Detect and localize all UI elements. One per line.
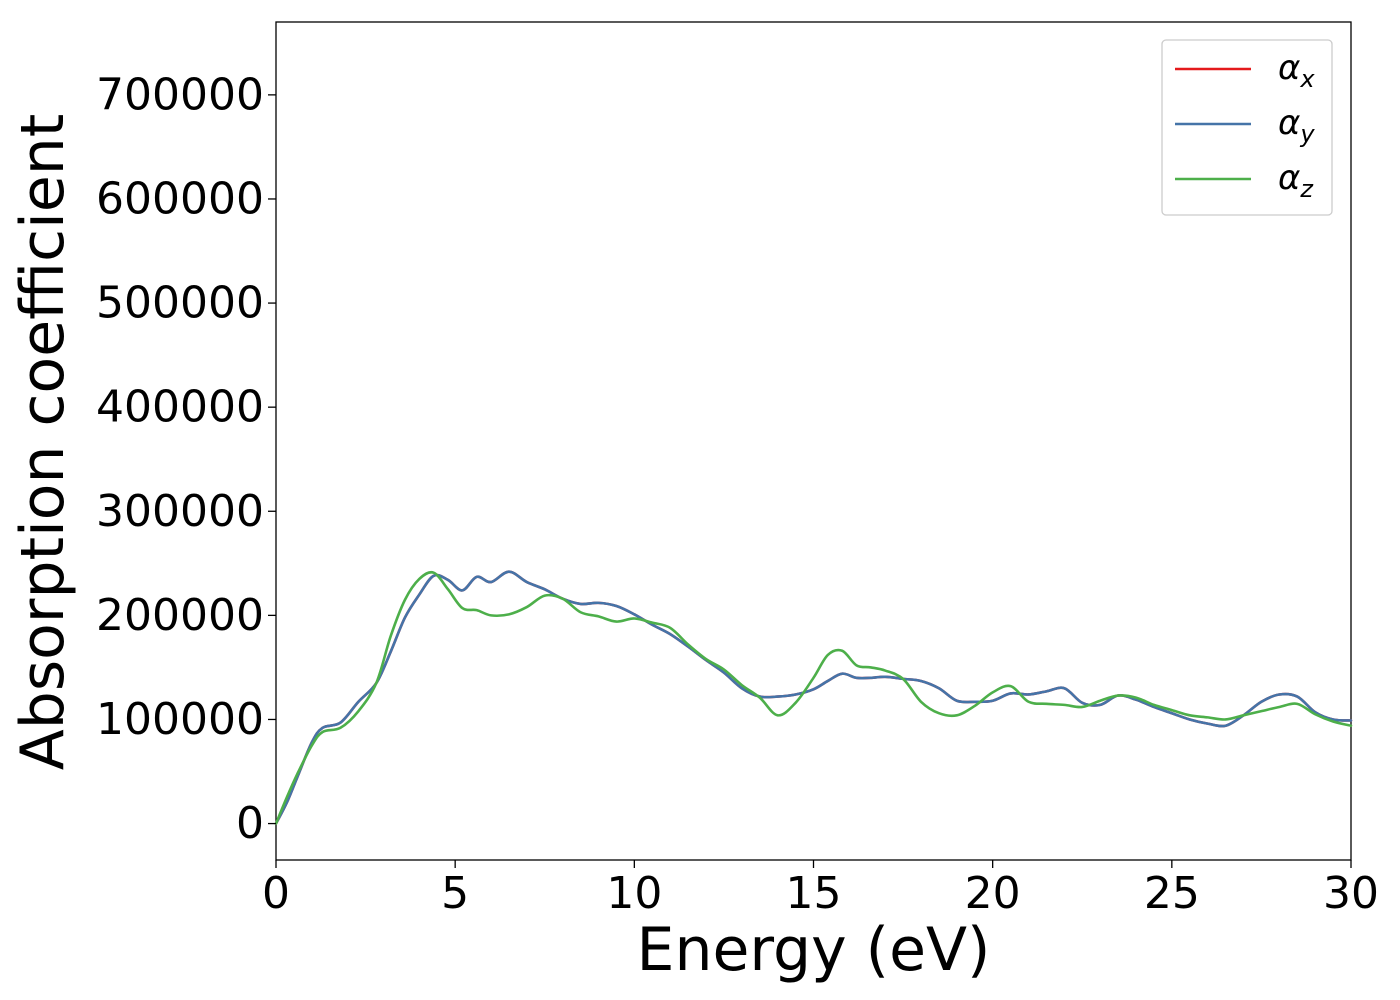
legend-label-z: αz [1278, 158, 1314, 203]
x-tick-label: 10 [606, 868, 662, 919]
legend-symbol: α [1278, 48, 1300, 88]
x-axis-ticks: 0 5 10 15 20 25 30 [262, 860, 1379, 919]
series-layer [274, 570, 1353, 825]
y-tick-label: 300000 [96, 486, 264, 537]
x-axis-title: Energy (eV) [637, 915, 991, 985]
y-axis-ticks: 0 100000 200000 300000 400000 500000 600000 700… [96, 69, 276, 849]
y-tick-label: 500000 [96, 278, 264, 329]
x-tick-label: 5 [441, 868, 469, 919]
legend-subscript: z [1299, 175, 1314, 203]
x-tick-label: 15 [786, 868, 842, 919]
x-tick-label: 0 [262, 868, 290, 919]
x-tick-label: 25 [1144, 868, 1200, 919]
legend-subscript: x [1299, 65, 1315, 93]
y-axis-title: Absorption coefficient [8, 114, 78, 771]
y-tick-label: 0 [236, 798, 264, 849]
legend-label-y: αy [1278, 103, 1315, 148]
y-tick-label: 100000 [96, 694, 264, 745]
series-line-y [274, 570, 1353, 825]
y-tick-label: 400000 [96, 382, 264, 433]
x-tick-label: 20 [965, 868, 1021, 919]
legend-symbol: α [1278, 158, 1300, 198]
series-line-z [274, 570, 1353, 825]
legend-label-x: αx [1278, 48, 1315, 93]
y-tick-label: 700000 [96, 69, 264, 120]
legend-symbol: α [1278, 103, 1300, 143]
x-tick-label: 30 [1323, 868, 1379, 919]
legend-box [1161, 39, 1333, 216]
y-tick-label: 200000 [96, 590, 264, 641]
legend-subscript: y [1299, 120, 1315, 148]
y-tick-label: 600000 [96, 173, 264, 224]
